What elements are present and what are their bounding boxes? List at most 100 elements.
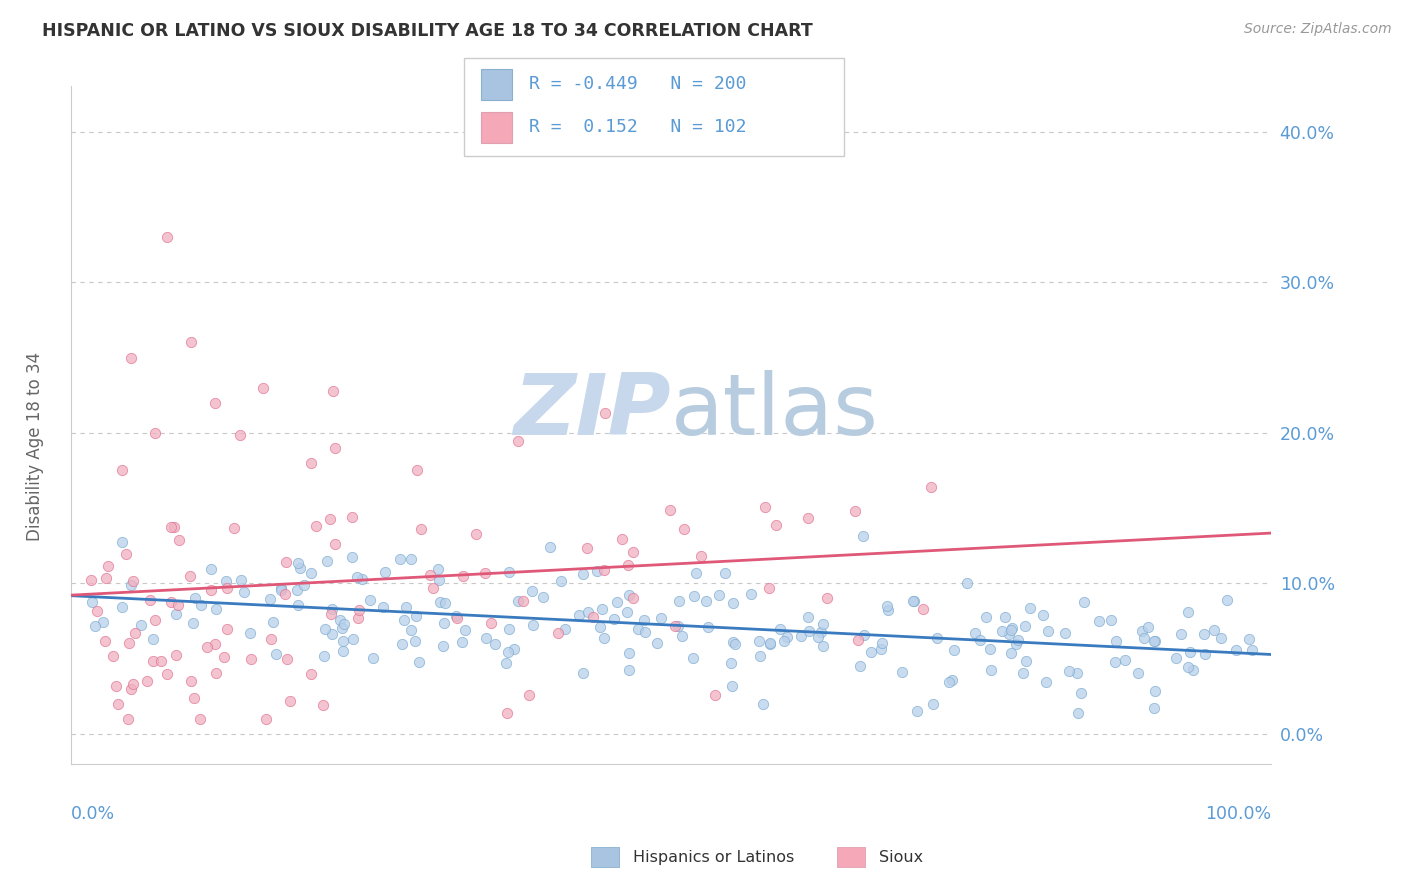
Point — [1114, 653, 1136, 667]
Point — [768, 622, 790, 636]
Point — [484, 637, 506, 651]
Point — [332, 621, 354, 635]
Point — [122, 677, 145, 691]
Point — [240, 652, 263, 666]
Point — [575, 541, 598, 555]
Point — [685, 566, 707, 580]
Point — [1000, 623, 1022, 637]
Point — [593, 632, 616, 646]
Point — [666, 619, 689, 633]
Point — [252, 381, 274, 395]
Point — [1088, 615, 1111, 629]
Point — [721, 635, 744, 649]
Point — [118, 636, 141, 650]
Point — [419, 567, 441, 582]
Point — [695, 594, 717, 608]
Point — [276, 652, 298, 666]
Point — [938, 675, 960, 690]
Point — [156, 666, 179, 681]
Point — [621, 545, 644, 559]
Point — [891, 665, 914, 680]
Point — [682, 650, 704, 665]
Point — [319, 512, 342, 526]
Text: Source: ZipAtlas.com: Source: ZipAtlas.com — [1244, 22, 1392, 37]
Point — [332, 616, 354, 631]
Point — [287, 598, 309, 612]
Point — [707, 588, 730, 602]
Point — [603, 612, 626, 626]
Point — [115, 547, 138, 561]
Point — [997, 626, 1019, 640]
Point — [159, 595, 181, 609]
Point — [876, 599, 898, 614]
Point — [759, 635, 782, 649]
Point — [1032, 608, 1054, 623]
Point — [650, 611, 672, 625]
Point — [229, 573, 252, 587]
Point — [1036, 624, 1059, 639]
Point — [506, 593, 529, 607]
Point — [429, 595, 451, 609]
Point — [321, 607, 343, 621]
Point — [576, 605, 599, 619]
Point — [724, 637, 747, 651]
Point — [142, 632, 165, 646]
Point — [1241, 642, 1264, 657]
Point — [1007, 633, 1029, 648]
Point — [316, 554, 339, 568]
Point — [1133, 632, 1156, 646]
Point — [86, 604, 108, 618]
Point — [204, 665, 226, 680]
Point — [217, 622, 239, 636]
Point — [617, 558, 640, 572]
Point — [683, 589, 706, 603]
Point — [299, 456, 322, 470]
Point — [748, 633, 770, 648]
Point — [969, 632, 991, 647]
Point — [772, 634, 794, 648]
Text: Hispanics or Latinos: Hispanics or Latinos — [633, 850, 794, 864]
Point — [180, 335, 202, 350]
Point — [160, 519, 183, 533]
Point — [911, 602, 934, 616]
Point — [346, 570, 368, 584]
Point — [233, 585, 256, 599]
Point — [264, 647, 287, 661]
Point — [361, 650, 384, 665]
Point — [129, 618, 152, 632]
Point — [287, 556, 309, 570]
Point — [1018, 600, 1040, 615]
Point — [920, 480, 942, 494]
Point — [120, 351, 142, 365]
Point — [1054, 626, 1077, 640]
Point — [531, 590, 554, 604]
Text: R = -0.449   N = 200: R = -0.449 N = 200 — [529, 75, 747, 94]
Point — [143, 613, 166, 627]
Point — [1099, 613, 1122, 627]
Point — [658, 502, 681, 516]
Point — [1104, 655, 1126, 669]
Point — [522, 618, 544, 632]
Point — [846, 633, 869, 648]
Point — [427, 562, 450, 576]
Point — [142, 654, 165, 668]
Point — [215, 574, 238, 588]
Point — [332, 644, 354, 658]
Point — [80, 573, 103, 587]
Point — [183, 690, 205, 705]
Point — [980, 663, 1002, 677]
Point — [299, 566, 322, 581]
Point — [1012, 665, 1035, 680]
Point — [807, 630, 830, 644]
Point — [399, 551, 422, 566]
Point — [340, 510, 363, 524]
Point — [374, 565, 396, 579]
Point — [446, 610, 468, 624]
Point — [347, 603, 370, 617]
Point — [634, 624, 657, 639]
Point — [1105, 633, 1128, 648]
Point — [941, 673, 963, 687]
Point — [350, 572, 373, 586]
Point — [645, 636, 668, 650]
Point — [1066, 666, 1088, 681]
